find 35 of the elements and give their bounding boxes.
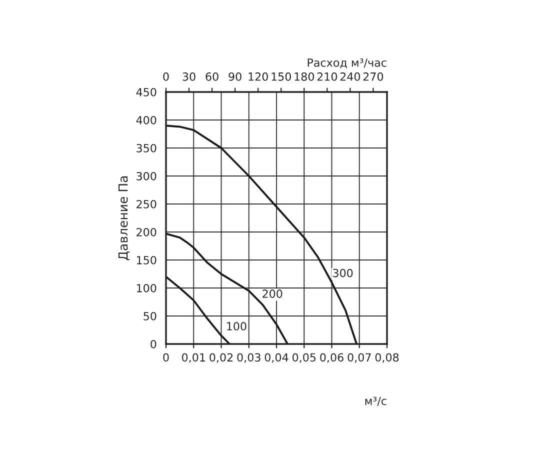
x2-tick-label: 60 bbox=[206, 72, 218, 81]
x-tick-label: 0,07 bbox=[348, 353, 371, 363]
annotation: 300 bbox=[333, 268, 353, 278]
x2-tick-label: 0 bbox=[163, 72, 169, 81]
x-tick-label: 0,02 bbox=[210, 353, 233, 363]
x2-tick-label: 210 bbox=[317, 72, 338, 81]
x2-tick-label: 30 bbox=[182, 72, 196, 81]
y-tick-label: 100 bbox=[136, 284, 156, 292]
x-tick-label: 0,05 bbox=[292, 353, 316, 363]
x-tick-label: 0,04 bbox=[264, 353, 288, 363]
y-axis-title: Давление Па bbox=[118, 176, 130, 260]
y-tick-label: 400 bbox=[136, 116, 156, 124]
y-tick-label: 50 bbox=[144, 312, 156, 320]
y-tick-label: 0 bbox=[150, 340, 156, 348]
y-tick-label: 450 bbox=[136, 88, 156, 96]
x-tick-label: 0,03 bbox=[237, 353, 260, 363]
x-tick-label: 0,06 bbox=[320, 353, 344, 363]
x2-tick-label: 270 bbox=[363, 72, 384, 81]
x-tick-label: 0 bbox=[163, 353, 169, 362]
x2-axis-title: Расход м³/час bbox=[308, 58, 386, 68]
x2-tick-label: 240 bbox=[340, 72, 360, 81]
x2-tick-label: 90 bbox=[228, 72, 242, 81]
y-tick-label: 150 bbox=[136, 256, 156, 264]
x-tick-label: 0,01 bbox=[182, 353, 205, 363]
y-tick-label: 250 bbox=[136, 200, 156, 208]
y-tick-label: 350 bbox=[136, 144, 156, 152]
x2-tick-label: 150 bbox=[272, 72, 291, 81]
y-tick-label: 300 bbox=[136, 172, 156, 180]
x-tick-label: 0,08 bbox=[375, 353, 399, 363]
annotation: 100 bbox=[227, 322, 246, 330]
x2-tick-label: 180 bbox=[294, 72, 314, 81]
x2-tick-label: 120 bbox=[248, 72, 268, 81]
x-axis-title: м³/с bbox=[365, 396, 386, 406]
annotation: 200 bbox=[262, 290, 282, 298]
y-tick-label: 200 bbox=[136, 228, 156, 236]
